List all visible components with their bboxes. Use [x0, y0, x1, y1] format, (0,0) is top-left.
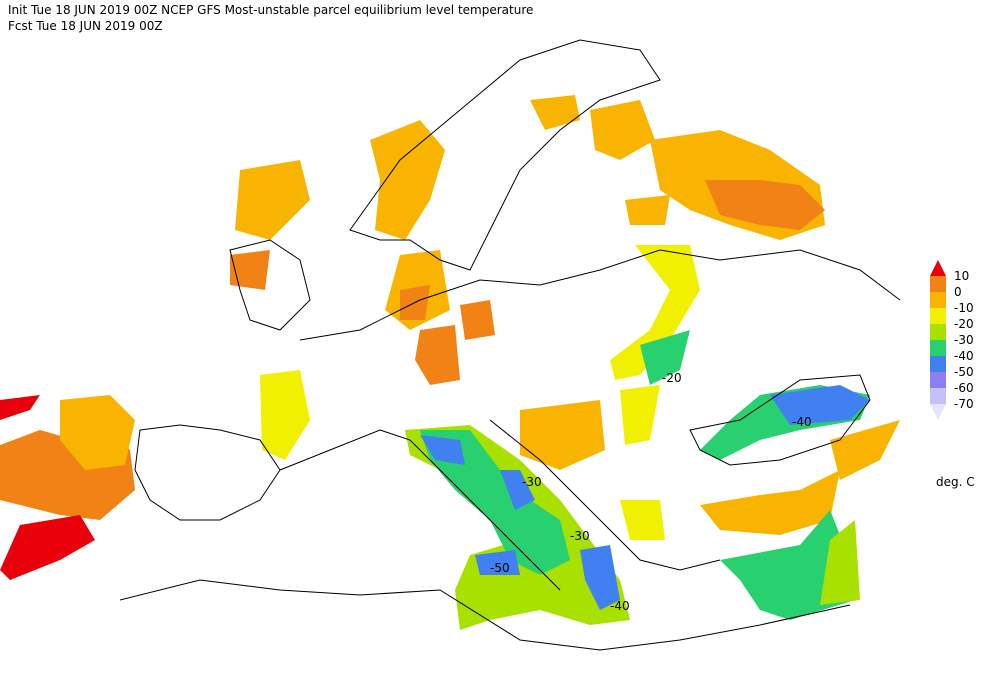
- title-line: Fcst Tue 18 JUN 2019 00Z: [8, 19, 163, 33]
- legend-arrow: [930, 260, 946, 276]
- legend-label: -30: [954, 333, 974, 347]
- legend-label: -10: [954, 301, 974, 315]
- legend-label: -40: [954, 349, 974, 363]
- legend-swatch: [930, 372, 946, 388]
- legend-label: -20: [954, 317, 974, 331]
- unit-label: deg. C: [936, 475, 975, 489]
- legend-swatch: [930, 276, 946, 292]
- legend-swatch: [930, 356, 946, 372]
- contour-label: -40: [610, 599, 630, 613]
- legend-swatch: [930, 324, 946, 340]
- legend-label: 0: [954, 285, 962, 299]
- legend-label: -60: [954, 381, 974, 395]
- legend-arrow: [930, 404, 946, 420]
- title-line: Init Tue 18 JUN 2019 00Z NCEP GFS Most-u…: [8, 3, 533, 17]
- contour-label: -20: [662, 371, 682, 385]
- contour-label: -30: [570, 529, 590, 543]
- legend-label: -70: [954, 397, 974, 411]
- contour-label: -40: [792, 415, 812, 429]
- legend: 10 0 -10 -20 -30 -40 -50 -60 -70: [930, 260, 974, 420]
- field: [0, 95, 900, 630]
- coastlines: [119, 39, 901, 651]
- legend-swatch: [930, 308, 946, 324]
- contour-label: -50: [490, 561, 510, 575]
- legend-label: -50: [954, 365, 974, 379]
- contour-labels: -40 -30 -30 -50 -40 -20: [490, 371, 812, 613]
- legend-swatch: [930, 292, 946, 308]
- legend-swatch: [930, 388, 946, 404]
- legend-swatch: [930, 340, 946, 356]
- contour-label: -30: [522, 475, 542, 489]
- legend-label: 10: [954, 269, 969, 283]
